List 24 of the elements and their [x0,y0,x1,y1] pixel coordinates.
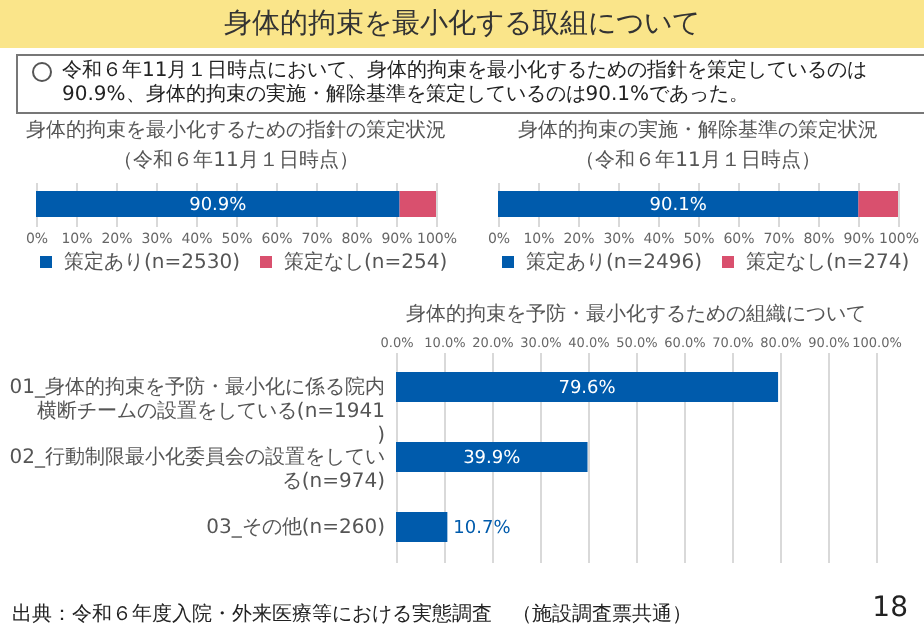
bar [396,512,448,542]
chart-title: 身体的拘束の実施・解除基準の策定状況 [518,118,878,142]
text: 令和６年11月１日時点において、身体的拘束を最小化するための指針を策定しているのは90.9%、身体的拘束の実施・解除基準を策定しているのは90.1%であった。 [62,60,868,106]
chart-subtitle: （令和６年11月１日時点） [575,148,821,172]
y-tick-label: 03_その他(n=260) [206,515,386,539]
y-tick-label: 01_身体的拘束を予防・最小化に係る院内横断チームの設置をしている(n=1941) [9,375,386,447]
data-label: 10.7% [453,519,512,539]
data-label: 79.6% [558,379,617,399]
legend-label: 策定あり(n=2496) [526,250,703,274]
bar [396,442,588,472]
bar [396,372,779,402]
legend-label: 策定なし(n=274) [746,250,910,274]
chart-subtitle: （令和６年11月１日時点） [113,148,359,172]
data-label: 39.9% [463,449,522,469]
data-label: 90.1% [649,196,708,216]
text: 18 [872,592,908,624]
source-note: 出典：令和６年度入院・外来医療等における実態調査 （施設調査票共通） [12,601,692,628]
legend-label: 策定なし(n=254) [284,250,448,274]
text: 身体的拘束を最小化する取組について [0,0,924,48]
chart-title: 身体的拘束を最小化するための指針の策定状況 [26,118,446,142]
y-tick-label: 02_行動制限最小化委員会の設置をしている(n=974) [9,445,386,493]
chart-title: 身体的拘束を予防・最小化するための組織について [406,302,866,326]
legend-label: 策定あり(n=2530) [64,250,241,274]
data-label: 90.9% [189,196,248,216]
